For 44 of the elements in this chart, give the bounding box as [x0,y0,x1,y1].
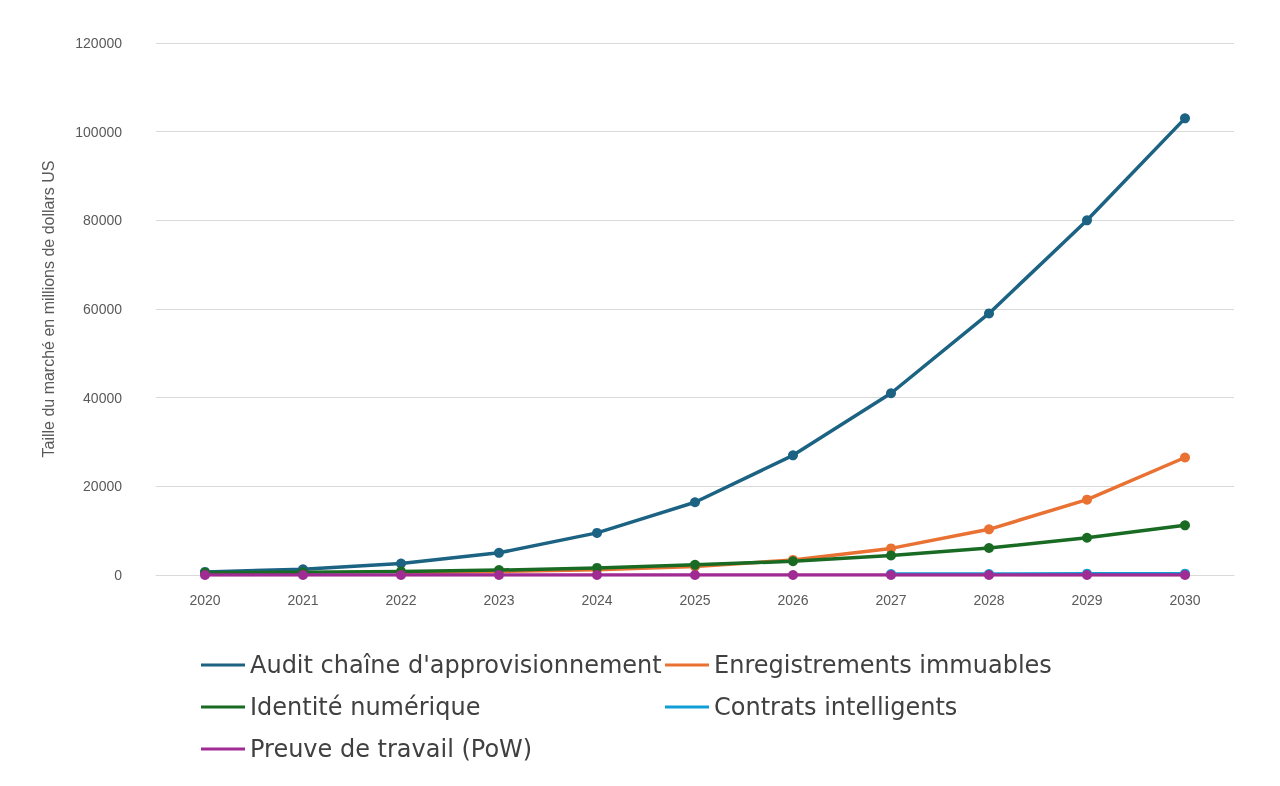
y-tick-label: 80000 [83,212,123,229]
x-tick-label: 2021 [287,592,319,608]
point [494,570,504,580]
x-tick-label: 2024 [581,592,613,608]
point [1180,113,1190,124]
point [984,308,994,319]
point [494,547,504,558]
legend-label: Audit chaîne d'approvisionnement [250,651,662,679]
point [690,497,700,508]
point [1082,494,1092,505]
point [396,558,406,569]
point [788,450,798,461]
y-axis-title: Taille du marché en millions de dollars US [39,160,57,458]
x-tick-label: 2026 [777,592,809,608]
point [1082,215,1092,226]
y-tick-label: 120000 [75,35,123,51]
point [690,570,700,580]
point [984,542,994,553]
x-tick-label: 2022 [385,592,417,608]
y-tick-label: 60000 [83,301,123,317]
y-tick-label: 100000 [75,123,123,140]
point [788,570,798,580]
point [984,524,994,535]
point [592,527,602,538]
point [1180,520,1190,531]
point [1082,532,1092,543]
point [886,550,896,561]
point [1180,452,1190,463]
x-tick-label: 2028 [973,592,1005,608]
y-tick-label: 0 [114,567,123,583]
x-tick-label: 2027 [875,592,907,608]
legend-label: Contrats intelligents [714,693,958,721]
x-tick-label: 2029 [1071,592,1103,608]
x-tick-label: 2023 [483,592,515,608]
point [886,388,896,399]
legend-label: Preuve de travail (PoW) [250,735,533,763]
x-tick-label: 2025 [679,592,711,608]
point [592,570,602,580]
legend-label: Identité numérique [250,693,481,721]
x-tick-label: 2020 [189,592,221,608]
y-tick-label: 40000 [83,389,123,406]
legend-label: Enregistrements immuables [714,651,1052,679]
x-tick-label: 2030 [1169,592,1201,608]
y-tick-label: 20000 [83,478,123,495]
